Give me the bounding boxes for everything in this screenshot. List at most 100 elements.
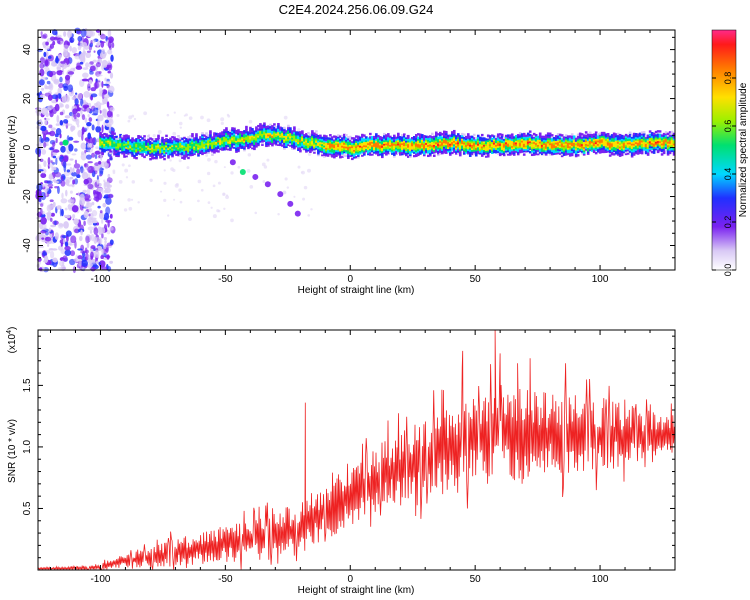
main-track-cell <box>578 132 582 135</box>
main-track-cell <box>492 138 496 142</box>
main-track-cell <box>602 138 606 142</box>
main-track-cell <box>361 137 364 140</box>
heatmap-marks <box>35 27 676 274</box>
main-track-cell <box>243 138 246 142</box>
main-track-cell <box>377 150 380 153</box>
noise-cell <box>51 162 56 165</box>
main-track-cell <box>183 155 186 159</box>
main-track-cell <box>588 148 592 152</box>
main-track-cell <box>383 136 386 139</box>
main-track-cell <box>472 140 476 144</box>
main-track-cell <box>496 138 500 141</box>
main-track-cell <box>618 135 622 139</box>
main-track-cell <box>323 143 326 146</box>
main-track-cell <box>271 137 274 140</box>
main-track-cell <box>530 138 534 141</box>
noise-cell <box>65 189 68 197</box>
main-track-cell <box>606 139 610 143</box>
main-track-cell <box>275 125 278 129</box>
noise-cell <box>197 179 202 184</box>
noise-cell <box>48 227 51 233</box>
main-track-cell <box>644 150 648 153</box>
main-track-cell <box>632 146 636 149</box>
main-track-cell <box>349 151 352 154</box>
main-track-cell <box>510 148 514 152</box>
main-track-cell <box>139 144 142 147</box>
main-track-cell <box>586 143 590 147</box>
spectrogram-y-label: Frequency (Hz) <box>7 116 18 185</box>
main-track-cell <box>303 146 306 149</box>
main-track-cell <box>283 137 286 140</box>
main-track-cell <box>219 147 222 151</box>
main-track-cell <box>315 133 318 137</box>
main-track-cell <box>584 143 588 146</box>
main-track-cell <box>353 154 356 157</box>
main-track-cell <box>337 153 340 156</box>
noise-cell <box>68 143 74 152</box>
main-track-cell <box>654 147 658 151</box>
main-track-cell <box>454 136 458 140</box>
main-track-cell <box>598 144 602 147</box>
main-track-cell <box>420 139 424 142</box>
main-track-cell <box>604 136 608 140</box>
main-track-cell <box>371 144 374 148</box>
main-track-cell <box>367 142 370 145</box>
main-track-cell <box>492 150 496 154</box>
main-track-cell <box>456 150 460 153</box>
main-track-cell <box>504 151 508 155</box>
main-track-cell <box>135 143 138 146</box>
main-track-cell <box>337 136 340 139</box>
main-track-cell <box>652 136 656 139</box>
main-track-cell <box>596 138 600 141</box>
noise-cell <box>62 238 66 245</box>
main-track-cell <box>405 136 408 140</box>
main-track-cell <box>293 134 296 138</box>
main-track-cell <box>488 135 492 138</box>
main-track-cell <box>644 146 648 150</box>
main-track-cell <box>141 144 144 147</box>
noise-cell <box>286 186 290 189</box>
main-track-cell <box>191 143 194 146</box>
main-track-cell <box>540 142 544 145</box>
main-track-cell <box>371 151 374 154</box>
main-track-cell <box>512 148 516 151</box>
main-track-cell <box>355 140 358 143</box>
main-track-cell <box>620 150 624 153</box>
main-track-cell <box>351 149 354 152</box>
main-track-cell <box>426 139 430 142</box>
main-track-cell <box>181 153 184 156</box>
main-track-cell <box>478 136 482 140</box>
main-track-cell <box>602 147 606 150</box>
main-track-cell <box>618 151 622 154</box>
main-track-cell <box>614 136 618 140</box>
main-track-cell <box>359 139 362 143</box>
main-track-cell <box>506 142 510 146</box>
main-track-cell <box>339 138 342 142</box>
y-multiplier-base: (x10 <box>7 333 18 353</box>
main-track-cell <box>267 133 270 137</box>
main-track-cell <box>273 138 276 142</box>
noise-cell <box>79 79 85 88</box>
noise-cell <box>91 124 95 131</box>
main-track-cell <box>369 151 372 155</box>
main-track-cell <box>347 144 350 148</box>
noise-cell <box>85 62 90 68</box>
main-track-cell <box>592 140 596 143</box>
main-track-cell <box>490 146 494 149</box>
noise-cell <box>101 81 104 88</box>
main-track-cell <box>634 145 638 148</box>
main-track-cell <box>448 139 452 143</box>
main-track-cell <box>213 144 216 147</box>
main-track-cell <box>504 150 508 153</box>
noise-cell <box>303 185 308 190</box>
main-track-cell <box>133 139 136 142</box>
noise-cell <box>93 81 100 89</box>
main-track-cell <box>233 139 236 142</box>
main-track-cell <box>424 135 428 138</box>
main-track-cell <box>598 135 602 139</box>
x-tick-label: 100 <box>592 274 609 285</box>
main-track-cell <box>137 136 140 140</box>
main-track-cell <box>586 138 590 142</box>
main-track-cell <box>514 148 518 152</box>
main-track-cell <box>179 149 182 152</box>
